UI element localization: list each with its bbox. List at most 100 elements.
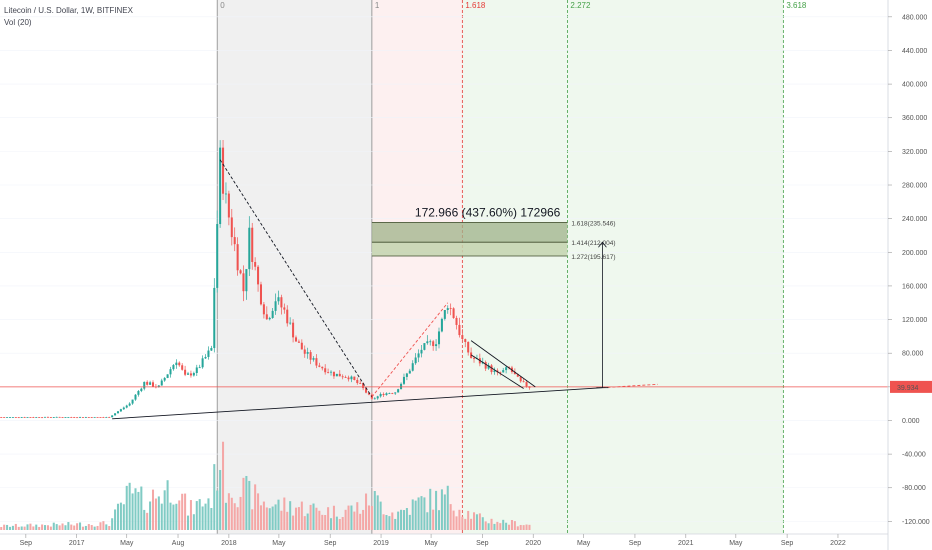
candle-body bbox=[347, 377, 350, 380]
candle-body bbox=[303, 349, 306, 354]
volume-bar bbox=[11, 525, 14, 530]
candle-body bbox=[338, 373, 341, 377]
volume-bar bbox=[99, 522, 102, 530]
volume-bar bbox=[119, 502, 122, 530]
volume-bar bbox=[359, 513, 362, 530]
volume-bar bbox=[46, 525, 49, 530]
volume-bar bbox=[289, 501, 292, 530]
volume-bar bbox=[373, 491, 376, 530]
candle-body bbox=[505, 367, 508, 371]
candle-body bbox=[222, 147, 225, 194]
volume-bar bbox=[528, 524, 531, 530]
volume-bar bbox=[192, 514, 195, 530]
candle-body bbox=[356, 379, 359, 384]
volume-bar bbox=[236, 507, 239, 530]
volume-bar bbox=[435, 490, 438, 530]
candle-body bbox=[58, 416, 61, 418]
candle-body bbox=[271, 310, 274, 318]
price-tick-label: -80.000 bbox=[902, 485, 926, 492]
candle-body bbox=[102, 417, 105, 418]
candle-body bbox=[286, 309, 289, 324]
candle-body bbox=[44, 416, 47, 418]
candle-body bbox=[405, 373, 408, 377]
volume-bar bbox=[370, 506, 373, 530]
candle-body bbox=[484, 362, 487, 369]
time-zone-label: 2.272 bbox=[570, 1, 591, 10]
candle-body bbox=[29, 417, 32, 418]
time-tick-label: Aug bbox=[172, 540, 185, 547]
candle-body bbox=[394, 392, 397, 394]
candle-body bbox=[306, 352, 309, 354]
volume-bar bbox=[64, 525, 67, 530]
volume-bar bbox=[222, 441, 225, 530]
price-axis[interactable]: 480.000 440.000 400.000 360.000 320.000 280.0… bbox=[887, 0, 932, 550]
volume-bar bbox=[385, 514, 388, 530]
volume-bar bbox=[484, 521, 487, 530]
candle-body bbox=[166, 374, 169, 378]
candle-body bbox=[335, 373, 338, 377]
volume-bar bbox=[201, 506, 204, 530]
price-tick-label: 480.000 bbox=[902, 14, 927, 21]
candle-body bbox=[236, 244, 239, 271]
volume-bar bbox=[245, 475, 248, 530]
volume-bar bbox=[172, 504, 175, 530]
candle-body bbox=[429, 341, 432, 343]
candle-body bbox=[207, 350, 210, 357]
volume-bar bbox=[394, 518, 397, 530]
volume-bar bbox=[324, 514, 327, 530]
price-tick-label: 280.000 bbox=[902, 183, 927, 190]
candle-body bbox=[321, 366, 324, 369]
trendline-wedge_top bbox=[470, 340, 536, 388]
candle-body bbox=[189, 373, 192, 376]
volume-bar bbox=[388, 516, 391, 530]
candle-body bbox=[461, 335, 464, 340]
volume-bar bbox=[519, 524, 522, 530]
price-tick-label: 160.000 bbox=[902, 283, 927, 290]
volume-bar bbox=[315, 507, 318, 530]
candle-body bbox=[105, 417, 108, 418]
current-price-tag bbox=[890, 380, 932, 393]
volume-bar bbox=[335, 516, 338, 530]
volume-bar bbox=[467, 510, 470, 530]
volume-bar bbox=[499, 523, 502, 530]
candle-body bbox=[26, 417, 29, 418]
candle-body bbox=[111, 415, 114, 418]
candle-body bbox=[41, 417, 44, 419]
fib-level-label: 1.414(212.004) bbox=[571, 240, 615, 247]
fib-extension-box[interactable]: 1.618(235.546) 1.414(212.004) 1.272(195.61… bbox=[371, 220, 616, 261]
trendlines[interactable] bbox=[0, 159, 888, 420]
candle-body bbox=[73, 417, 76, 418]
candle-body bbox=[230, 217, 233, 238]
volume-bar bbox=[254, 484, 257, 530]
volume-bar bbox=[20, 526, 23, 530]
price-candles[interactable] bbox=[0, 139, 531, 419]
volume-bar bbox=[417, 497, 420, 530]
volume-bar bbox=[87, 524, 90, 530]
volume-bar bbox=[327, 507, 330, 530]
price-tick-label: 400.000 bbox=[902, 82, 927, 89]
volume-bar bbox=[35, 524, 38, 530]
candle-body bbox=[516, 374, 519, 377]
candle-body bbox=[283, 307, 286, 310]
volume-bar bbox=[271, 506, 274, 530]
volume-bar bbox=[478, 513, 481, 530]
volume-bar bbox=[329, 518, 333, 530]
volume-bar bbox=[134, 488, 137, 530]
candle-body bbox=[315, 358, 318, 366]
time-tick-label: 2017 bbox=[69, 540, 85, 547]
volume-bar bbox=[216, 490, 219, 530]
volume-bar bbox=[429, 488, 432, 530]
volume-bar bbox=[277, 499, 280, 530]
volume-bar bbox=[76, 523, 79, 530]
candle-body bbox=[379, 394, 382, 397]
price-tick-label: 440.000 bbox=[902, 48, 927, 55]
volume-bar bbox=[402, 510, 405, 530]
volume-bar bbox=[440, 489, 443, 530]
candle-body bbox=[6, 417, 9, 418]
volume-bar bbox=[294, 507, 298, 530]
candle-body bbox=[458, 324, 461, 336]
time-axis[interactable]: Sep 2017 May Aug 2018 May Sep 2019 May Sep 2020 May… bbox=[0, 533, 888, 547]
price-tick-label: -40.000 bbox=[902, 452, 926, 459]
candle-body bbox=[55, 416, 58, 418]
